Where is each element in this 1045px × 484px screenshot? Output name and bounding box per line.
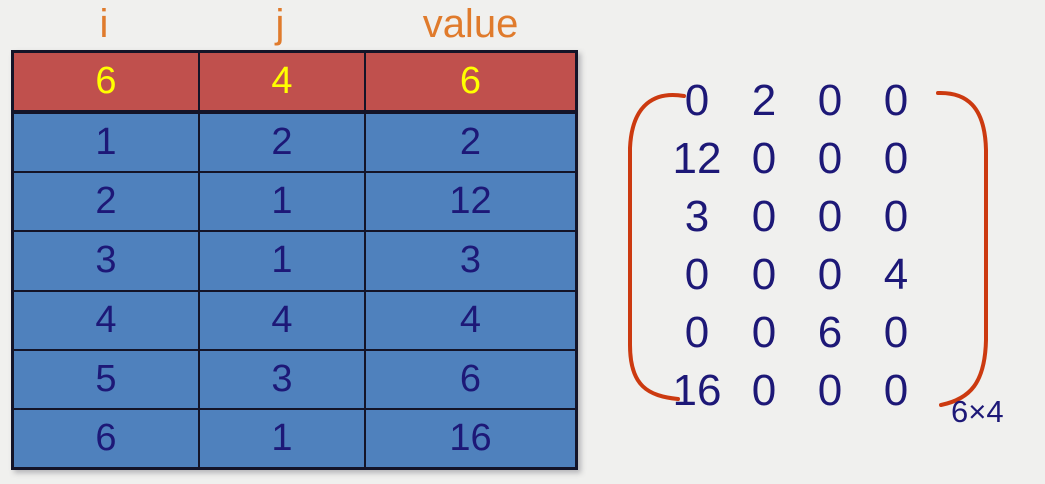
matrix-right-bracket-icon — [936, 90, 988, 407]
matrix-cell: 0 — [817, 134, 843, 183]
matrix-cell: 0 — [684, 76, 710, 125]
table-row: 6 1 16 — [14, 409, 575, 467]
triplet-table: 6 4 6 1 2 2 2 1 12 3 1 3 4 4 4 5 3 6 6 1 16 — [11, 50, 578, 470]
table-cell: 2 — [200, 114, 364, 172]
matrix-cell: 0 — [751, 250, 777, 299]
matrix-cell: 0 — [817, 192, 843, 241]
matrix-cell: 0 — [751, 134, 777, 183]
table-cell: 2 — [14, 173, 198, 231]
table-cell: 6 — [14, 53, 198, 111]
table-cell: 4 — [366, 291, 575, 349]
table-cell: 6 — [14, 409, 198, 467]
table-cell: 1 — [14, 114, 198, 172]
table-cell: 1 — [200, 173, 364, 231]
matrix-cell: 0 — [751, 308, 777, 357]
matrix-cell: 12 — [672, 134, 722, 183]
matrix-cell: 2 — [751, 76, 777, 125]
table-cell: 12 — [366, 173, 575, 231]
matrix-cell: 0 — [883, 134, 909, 183]
table-cell: 5 — [14, 350, 198, 408]
table-cell: 3 — [14, 232, 198, 290]
table-cell: 4 — [200, 291, 364, 349]
matrix-cell: 6 — [817, 308, 843, 357]
matrix-cell: 0 — [751, 192, 777, 241]
table-cell: 3 — [366, 232, 575, 290]
table-cell: 4 — [200, 53, 364, 111]
column-header-i: i — [99, 1, 109, 46]
matrix-cell: 3 — [684, 192, 710, 241]
matrix-cell: 0 — [751, 366, 777, 415]
matrix-cell: 0 — [684, 308, 710, 357]
column-headers: i j value — [11, 0, 578, 48]
table-cell: 4 — [14, 291, 198, 349]
table-row: 2 1 12 — [14, 173, 575, 231]
matrix-cell: 16 — [672, 366, 722, 415]
matrix-cell: 0 — [817, 366, 843, 415]
table-cell: 2 — [366, 114, 575, 172]
table-cell: 1 — [200, 409, 364, 467]
column-header-value: value — [422, 1, 519, 46]
matrix-cell: 0 — [817, 76, 843, 125]
matrix-cell: 0 — [684, 250, 710, 299]
table-cell: 16 — [366, 409, 575, 467]
matrix-cell: 0 — [883, 308, 909, 357]
table-cell: 6 — [366, 53, 575, 111]
matrix-cell: 4 — [883, 250, 909, 299]
matrix-cell: 0 — [817, 250, 843, 299]
column-header-j: j — [275, 1, 285, 46]
table-cell: 1 — [200, 232, 364, 290]
table-cell: 3 — [200, 350, 364, 408]
matrix-dimension-label: 6×4 — [951, 394, 1004, 429]
table-cell: 6 — [366, 350, 575, 408]
matrix-cell: 0 — [883, 192, 909, 241]
matrix-cell: 0 — [883, 366, 909, 415]
matrix-grid: 0 2 0 0 12 0 0 0 3 0 0 0 0 0 0 4 0 0 6 0 16 0 0 0 — [663, 72, 929, 420]
matrix-cell: 0 — [883, 76, 909, 125]
